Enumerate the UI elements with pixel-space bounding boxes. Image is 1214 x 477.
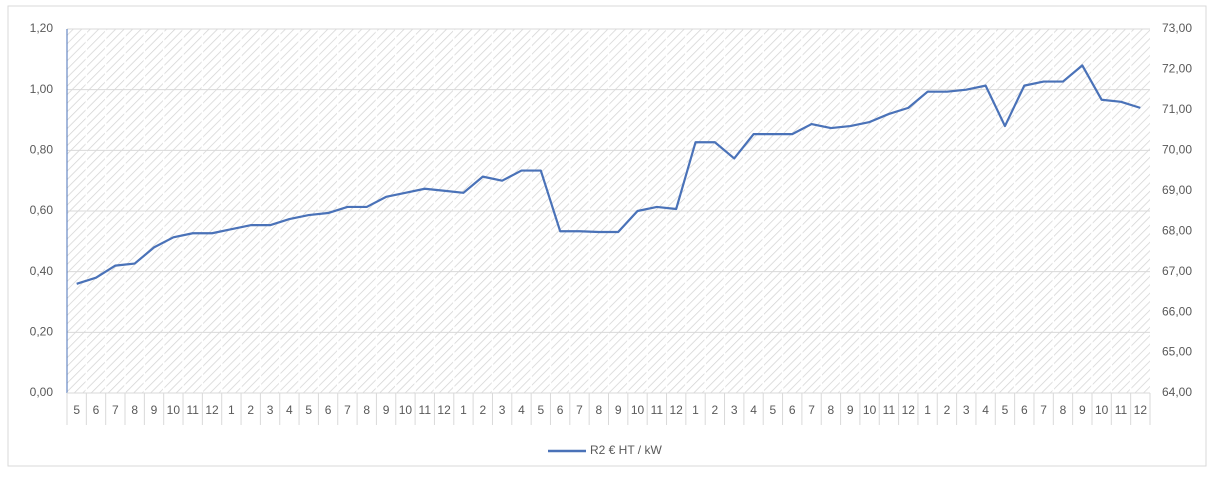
x-tick-label: 1 (460, 403, 467, 417)
x-tick-label: 10 (863, 403, 877, 417)
x-tick-label: 8 (131, 403, 138, 417)
x-tick-label: 12 (437, 403, 451, 417)
x-tick-label: 6 (1021, 403, 1028, 417)
x-tick-label: 6 (557, 403, 564, 417)
x-tick-label: 2 (712, 403, 719, 417)
x-tick-label: 9 (383, 403, 390, 417)
x-tick-label: 10 (399, 403, 413, 417)
y-tick-label: 0,60 (30, 203, 54, 217)
x-tick-label: 2 (247, 403, 254, 417)
x-tick-label: 7 (1040, 403, 1047, 417)
y2-tick-label: 71,00 (1162, 102, 1192, 116)
x-tick-label: 9 (847, 403, 854, 417)
x-tick-label: 2 (479, 403, 486, 417)
x-tick-label: 3 (731, 403, 738, 417)
line-series (76, 64, 1141, 285)
y2-tick-label: 64,00 (1162, 385, 1192, 399)
y-tick-label: 0,20 (30, 325, 54, 339)
y-tick-label: 0,40 (30, 264, 54, 278)
y2-tick-label: 65,00 (1162, 345, 1192, 359)
y-tick-label: 1,20 (30, 21, 54, 35)
x-tick-label: 12 (1134, 403, 1148, 417)
x-tick-label: 12 (205, 403, 219, 417)
y2-tick-label: 73,00 (1162, 21, 1192, 35)
x-tick-label: 5 (537, 403, 544, 417)
x-tick-label: 5 (305, 403, 312, 417)
x-tick-label: 9 (1079, 403, 1086, 417)
y2-tick-label: 68,00 (1162, 223, 1192, 237)
x-tick-label: 4 (750, 403, 757, 417)
x-tick-label: 7 (112, 403, 119, 417)
x-tick-label: 3 (963, 403, 970, 417)
x-tick-label: 1 (692, 403, 699, 417)
x-tick-label: 12 (670, 403, 684, 417)
x-tick-label: 8 (363, 403, 370, 417)
y2-tick-label: 67,00 (1162, 264, 1192, 278)
x-tick-label: 3 (499, 403, 506, 417)
y2-tick-label: 69,00 (1162, 183, 1192, 197)
x-tick-label: 10 (1095, 403, 1109, 417)
x-tick-label: 10 (167, 403, 181, 417)
legend-label: R2 € HT / kW (590, 443, 662, 457)
x-tick-label: 1 (228, 403, 235, 417)
x-tick-label: 11 (883, 403, 896, 417)
x-tick-label: 11 (651, 403, 664, 417)
x-tick-label: 11 (419, 403, 432, 417)
x-tick-label: 7 (576, 403, 583, 417)
x-tick-label: 3 (267, 403, 274, 417)
x-tick-label: 9 (151, 403, 158, 417)
x-tick-label: 7 (808, 403, 815, 417)
y-tick-label: 1,00 (30, 82, 54, 96)
x-tick-label: 9 (615, 403, 622, 417)
x-tick-label: 6 (325, 403, 332, 417)
x-tick-label: 6 (93, 403, 100, 417)
x-tick-label: 11 (186, 403, 199, 417)
y2-tick-label: 66,00 (1162, 304, 1192, 318)
x-tick-label: 6 (789, 403, 796, 417)
x-tick-label: 4 (286, 403, 293, 417)
x-tick-label: 1 (924, 403, 931, 417)
y-tick-label: 0,80 (30, 143, 54, 157)
x-tick-label: 12 (902, 403, 916, 417)
x-tick-label: 11 (1115, 403, 1128, 417)
x-tick-label: 8 (828, 403, 835, 417)
x-tick-label: 2 (944, 403, 951, 417)
x-tick-label: 5 (770, 403, 777, 417)
y2-tick-label: 70,00 (1162, 143, 1192, 157)
x-tick-label: 10 (631, 403, 645, 417)
x-tick-label: 5 (1002, 403, 1009, 417)
x-tick-label: 5 (73, 403, 80, 417)
x-tick-label: 7 (344, 403, 351, 417)
x-tick-label: 8 (595, 403, 602, 417)
x-tick-label: 4 (982, 403, 989, 417)
x-tick-label: 4 (518, 403, 525, 417)
y2-tick-label: 72,00 (1162, 62, 1192, 76)
y-tick-label: 0,00 (30, 385, 54, 399)
x-tick-label: 8 (1060, 403, 1067, 417)
